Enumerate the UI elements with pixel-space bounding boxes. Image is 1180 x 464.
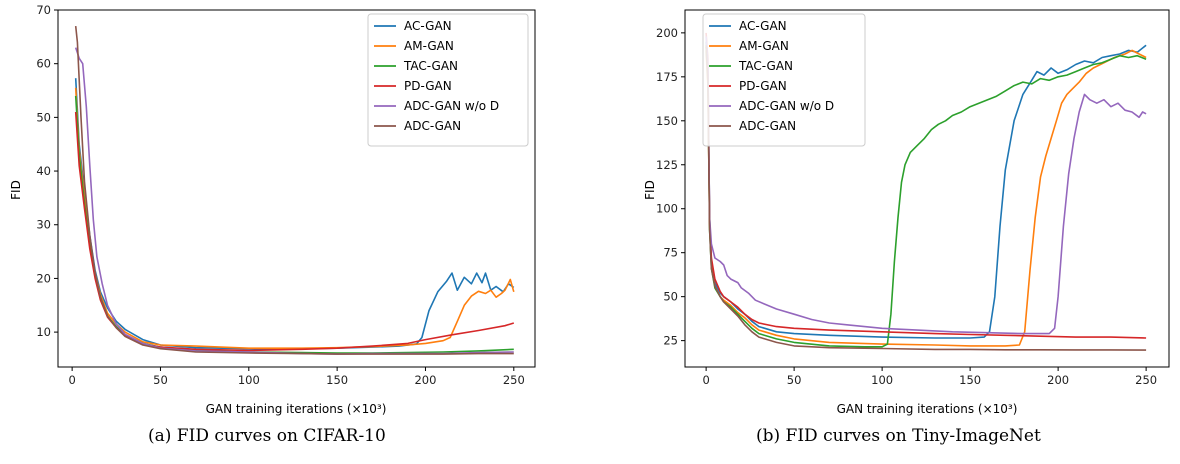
chart-cifar10: 0 50 100 150 200 250 10 20 30 40 50 60 70 GAN traini… [9, 3, 536, 416]
x-tick-label: 0 [68, 373, 75, 387]
y-tick-label: 50 [663, 290, 678, 304]
x-tick-label: 50 [787, 373, 802, 387]
legend-label: ADC-GAN [739, 119, 796, 133]
legend-box [367, 13, 529, 147]
legend-label: ADC-GAN [404, 119, 461, 133]
caption-a: (a) FID curves on CIFAR-10 [148, 426, 386, 446]
x-tick-label: 150 [326, 373, 348, 387]
x-tick-label: 50 [153, 373, 168, 387]
legend-box [702, 13, 866, 147]
y-tick-label: 100 [656, 202, 678, 216]
x-tick-label: 200 [1047, 373, 1069, 387]
series-line [705, 49, 1147, 347]
y-tick-label: 200 [656, 26, 678, 40]
y-tick-label: 50 [36, 110, 51, 124]
legend-label: PD-GAN [404, 79, 452, 93]
legend-label: PD-GAN [739, 79, 787, 93]
y-axis-label: FID [9, 180, 23, 200]
series-line [74, 26, 514, 355]
x-axis-label: GAN training iterations (×10³) [837, 402, 1018, 416]
x-axis-label: GAN training iterations (×10³) [206, 402, 387, 416]
legend-label: AM-GAN [404, 39, 454, 53]
chart-tiny-imagenet: 0 50 100 150 200 250 25 50 75 100 125 150 175 200 GAN… [643, 9, 1170, 416]
x-tick-label: 0 [702, 373, 709, 387]
series-line [74, 111, 515, 352]
x-tick-label: 100 [238, 373, 260, 387]
y-tick-label: 150 [656, 114, 678, 128]
x-tick-label: 250 [1135, 373, 1157, 387]
series-group [74, 26, 515, 355]
y-axis-label: FID [643, 180, 657, 200]
caption-b: (b) FID curves on Tiny-ImageNet [756, 426, 1041, 446]
legend-label: AM-GAN [739, 39, 789, 53]
series-line [705, 36, 1147, 335]
legend-label: TAC-GAN [738, 59, 793, 73]
tick-group: 0 50 100 150 200 250 10 20 30 40 50 60 70 [36, 3, 524, 387]
x-tick-label: 100 [871, 373, 893, 387]
x-tick-label: 150 [959, 373, 981, 387]
y-tick-label: 30 [36, 218, 51, 232]
legend-label: ADC-GAN w/o D [739, 99, 834, 113]
legend-label: ADC-GAN w/o D [404, 99, 499, 113]
y-tick-label: 20 [36, 271, 51, 285]
legend-label: AC-GAN [404, 19, 452, 33]
y-tick-label: 175 [656, 70, 678, 84]
series-line [705, 32, 1147, 339]
y-tick-label: 10 [36, 325, 51, 339]
x-tick-label: 200 [414, 373, 436, 387]
legend: AC-GAN AM-GAN TAC-GAN PD-GAN ADC-GAN w/o D AD… [702, 13, 866, 147]
y-tick-label: 125 [656, 158, 678, 172]
legend-label: AC-GAN [739, 19, 787, 33]
tick-group: 0 50 100 150 200 250 25 50 75 100 125 150 175 200 [656, 26, 1157, 387]
y-tick-label: 75 [663, 246, 678, 260]
y-tick-label: 70 [36, 3, 51, 17]
legend: AC-GAN AM-GAN TAC-GAN PD-GAN ADC-GAN w/o D AD… [367, 13, 529, 147]
y-tick-label: 60 [36, 57, 51, 71]
series-group [705, 32, 1147, 351]
x-tick-label: 250 [503, 373, 525, 387]
legend-label: TAC-GAN [403, 59, 458, 73]
y-tick-label: 40 [36, 164, 51, 178]
series-line [705, 45, 1147, 351]
y-tick-label: 25 [663, 334, 678, 348]
series-line [705, 46, 1147, 348]
